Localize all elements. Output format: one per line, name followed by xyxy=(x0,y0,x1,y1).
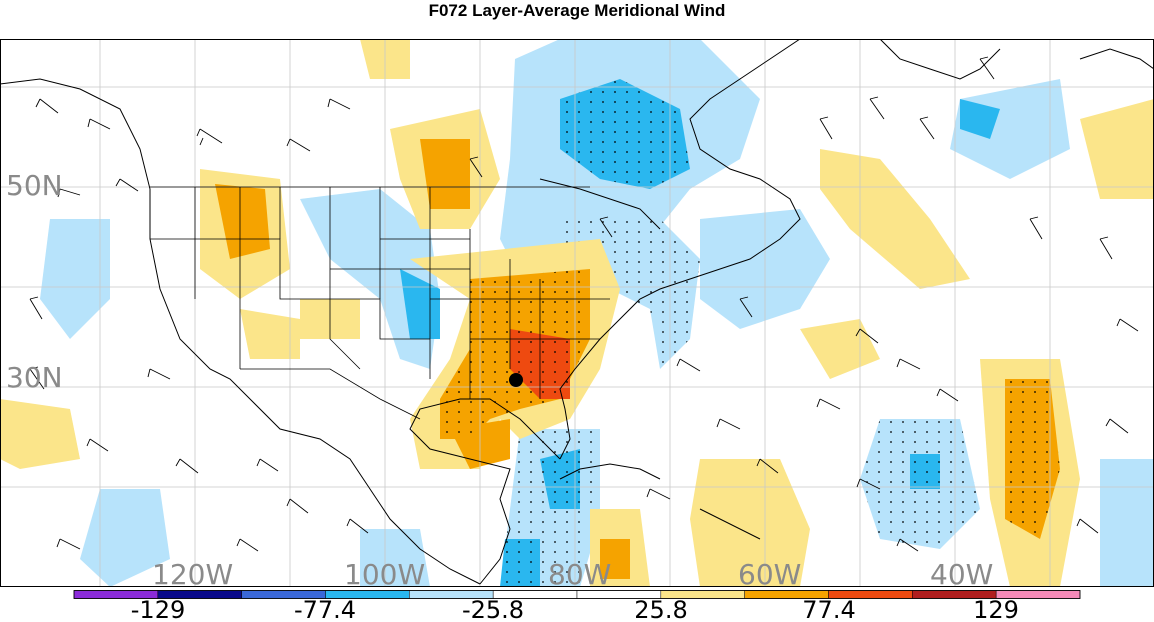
colorbar-label-pos129: 129 xyxy=(973,596,1019,622)
wind-barbs xyxy=(29,56,1139,552)
lon-label-60w: 60W xyxy=(738,558,801,587)
colorbar-label-neg129: -129 xyxy=(131,596,185,622)
political-boundaries xyxy=(150,186,610,420)
colorbar-label-neg25: -25.8 xyxy=(462,596,524,622)
wind-map: 50N 30N 120W 100W 80W 60W 40W xyxy=(0,39,1154,587)
colorbar-border xyxy=(73,590,1081,599)
lat-label-50n: 50N xyxy=(6,169,63,202)
map-title: F072 Layer-Average Meridional Wind xyxy=(428,1,726,20)
lon-label-120w: 120W xyxy=(152,558,233,587)
colorbar-label-pos77: 77.4 xyxy=(802,596,855,622)
coastlines xyxy=(0,39,1154,585)
lon-label-100w: 100W xyxy=(344,558,425,587)
lat-label-30n: 30N xyxy=(6,361,63,394)
lon-label-80w: 80W xyxy=(548,558,611,587)
colorbar: -129 -77.4 -25.8 25.8 77.4 129 xyxy=(73,590,1081,622)
colorbar-label-neg77: -77.4 xyxy=(294,596,356,622)
lon-label-40w: 40W xyxy=(930,558,993,587)
positive-dots xyxy=(440,269,1060,539)
colorbar-segments xyxy=(73,590,1081,599)
storm-center-marker xyxy=(509,373,523,387)
colorbar-label-pos25: 25.8 xyxy=(634,596,687,622)
